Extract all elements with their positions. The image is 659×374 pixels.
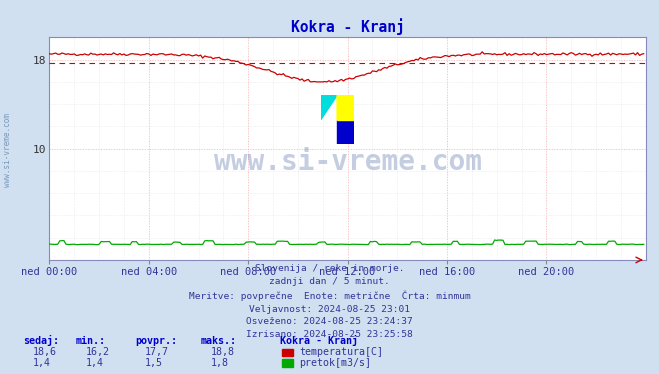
Text: Kokra - Kranj: Kokra - Kranj <box>280 335 358 346</box>
Text: 1,5: 1,5 <box>145 358 163 368</box>
Text: www.si-vreme.com: www.si-vreme.com <box>3 113 13 187</box>
Polygon shape <box>337 95 354 120</box>
Text: temperatura[C]: temperatura[C] <box>299 347 383 357</box>
Text: 18,6: 18,6 <box>33 347 57 357</box>
Polygon shape <box>321 95 337 120</box>
Text: 1,4: 1,4 <box>86 358 103 368</box>
Text: sedaj:: sedaj: <box>23 335 59 346</box>
Text: 1,4: 1,4 <box>33 358 51 368</box>
Text: maks.:: maks.: <box>201 336 237 346</box>
Text: 18,8: 18,8 <box>211 347 235 357</box>
Text: 16,2: 16,2 <box>86 347 109 357</box>
Text: min.:: min.: <box>76 336 106 346</box>
Polygon shape <box>337 95 354 120</box>
Text: 17,7: 17,7 <box>145 347 169 357</box>
Title: Kokra - Kranj: Kokra - Kranj <box>291 18 405 35</box>
Text: povpr.:: povpr.: <box>135 336 177 346</box>
Text: 1,8: 1,8 <box>211 358 229 368</box>
Text: www.si-vreme.com: www.si-vreme.com <box>214 148 482 176</box>
Polygon shape <box>337 95 354 120</box>
Polygon shape <box>337 120 354 144</box>
Text: Slovenija / reke in morje.
zadnji dan / 5 minut.
Meritve: povprečne  Enote: metr: Slovenija / reke in morje. zadnji dan / … <box>188 264 471 339</box>
Text: pretok[m3/s]: pretok[m3/s] <box>299 358 371 368</box>
